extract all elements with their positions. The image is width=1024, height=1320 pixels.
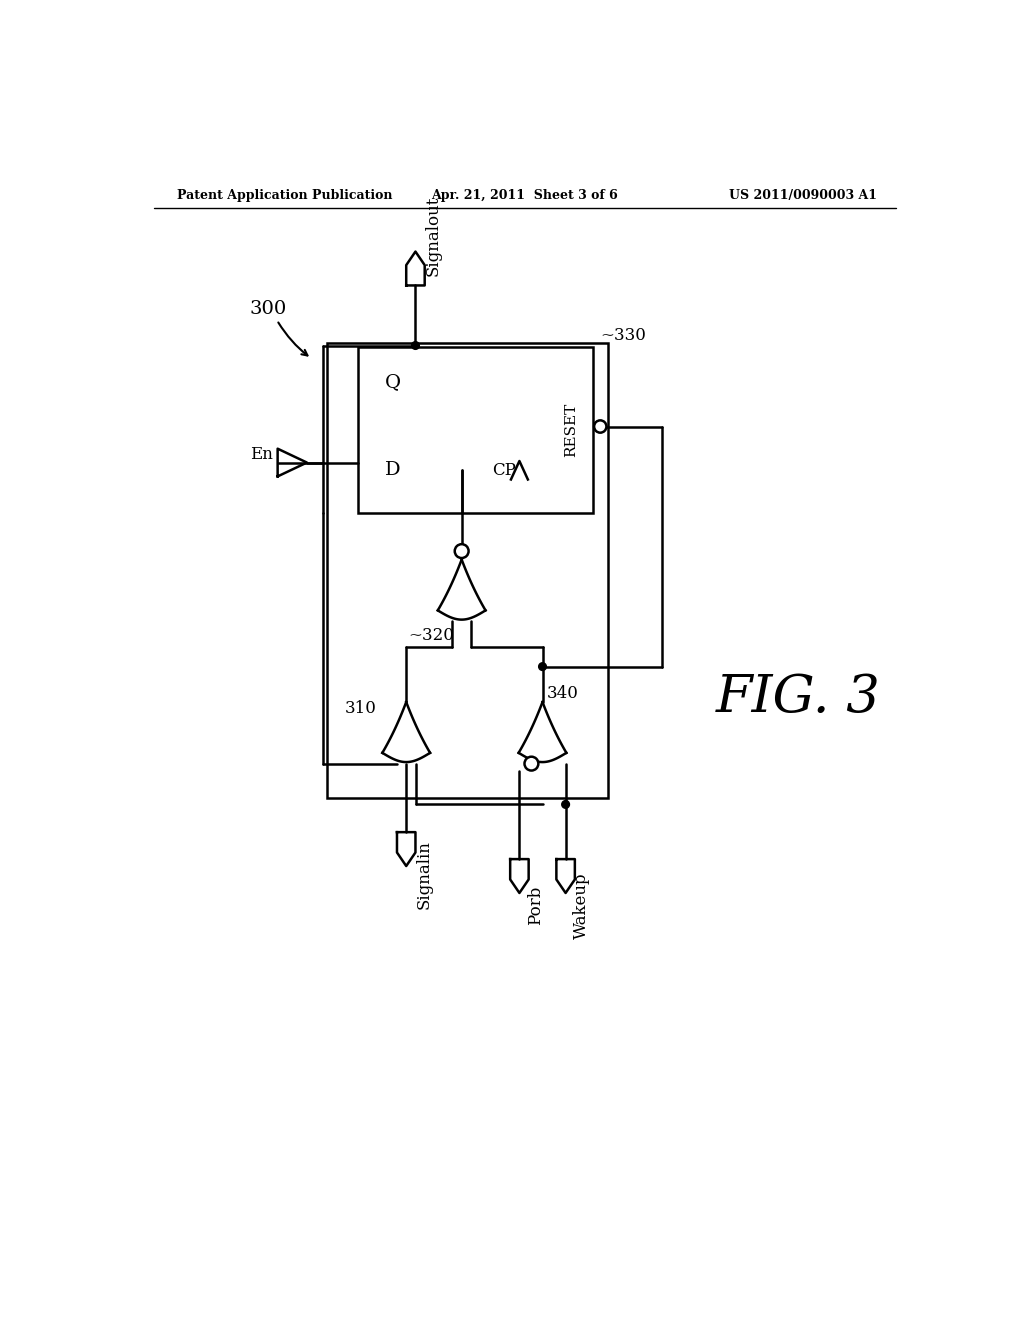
Text: Porb: Porb [527, 886, 544, 925]
Bar [357, 347, 593, 512]
Text: 310: 310 [345, 701, 377, 718]
Text: US 2011/0090003 A1: US 2011/0090003 A1 [729, 189, 878, 202]
Text: 340: 340 [547, 685, 579, 702]
Circle shape [594, 420, 606, 433]
Text: ~320: ~320 [408, 627, 454, 644]
Text: RESET: RESET [564, 403, 578, 457]
Circle shape [562, 800, 569, 808]
Circle shape [524, 756, 539, 771]
Text: Apr. 21, 2011  Sheet 3 of 6: Apr. 21, 2011 Sheet 3 of 6 [431, 189, 618, 202]
Circle shape [455, 544, 469, 558]
Text: Q: Q [385, 372, 400, 391]
Text: FIG. 3: FIG. 3 [716, 672, 881, 723]
Text: Patent Application Publication: Patent Application Publication [177, 189, 392, 202]
Text: D: D [385, 461, 400, 479]
Text: 300: 300 [250, 300, 287, 318]
Text: ~330: ~330 [600, 327, 646, 345]
Text: En: En [250, 446, 272, 463]
Text: Signalin: Signalin [416, 840, 432, 909]
Circle shape [539, 663, 547, 671]
Circle shape [412, 342, 419, 350]
Text: Signalout: Signalout [425, 195, 441, 276]
Text: Wakeup: Wakeup [573, 873, 590, 939]
Bar [327, 343, 608, 797]
Text: CP: CP [493, 462, 516, 479]
